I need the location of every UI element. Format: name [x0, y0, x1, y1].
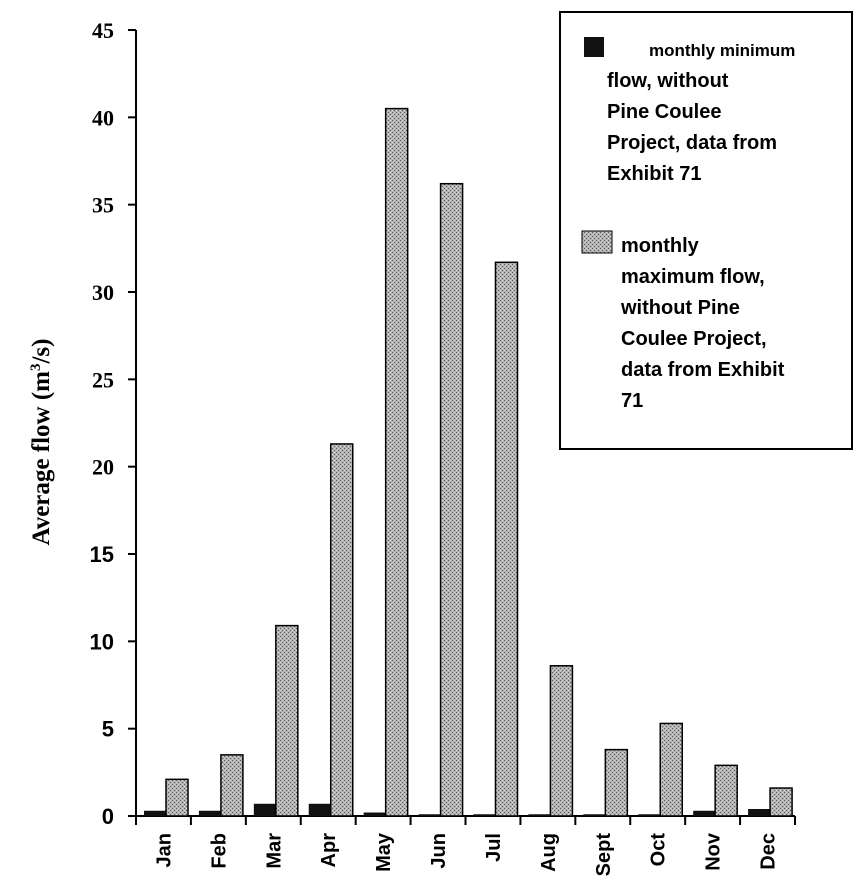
bar-minimum-feb — [198, 810, 221, 816]
y-tick-label: 15 — [90, 542, 114, 567]
bar-minimum-jun — [418, 814, 441, 816]
bar-maximum-aug — [549, 665, 574, 817]
bar-minimum-aug — [528, 814, 551, 816]
legend-label-maximum: monthly maximum flow, without Pine Coulee P… — [620, 235, 785, 412]
legend-line: Pine Coulee — [607, 101, 721, 123]
y-tick-label: 35 — [92, 193, 114, 218]
legend-line: data from Exhibit — [621, 359, 785, 381]
x-tick-label-jan: Jan — [153, 833, 175, 867]
bar-minimum-may — [363, 812, 386, 816]
bar-minimum-nov — [693, 810, 716, 816]
y-ticks: 0 5 10 15 20 25 30 35 40 45 — [90, 18, 136, 829]
legend-line: 71 — [621, 390, 643, 412]
bar-maximum-feb — [220, 754, 244, 817]
legend-line: monthly — [621, 235, 700, 257]
y-tick-label: 45 — [92, 18, 114, 43]
bar-maximum-nov — [714, 764, 738, 817]
legend: monthly minimum flow, without Pine Coulee P… — [559, 11, 853, 450]
x-tick-label-jul: Jul — [483, 833, 505, 862]
y-tick-label: 40 — [92, 105, 114, 130]
bar-minimum-sept — [583, 814, 606, 816]
x-tick-label-oct: Oct — [648, 833, 670, 867]
y-axis-label: Average flow (m3/s) — [28, 339, 55, 546]
bar-maximum-mar — [275, 624, 299, 817]
bars — [144, 107, 793, 817]
x-tick-label-feb: Feb — [208, 833, 230, 869]
y-axis-label-superscript: 3 — [28, 364, 44, 372]
x-ticks — [135, 816, 796, 825]
bar-maximum-jul — [494, 261, 519, 817]
legend-line: Exhibit 71 — [607, 163, 701, 185]
legend-line: without Pine — [620, 297, 740, 319]
y-tick-label: 0 — [102, 804, 114, 829]
x-tick-labels: Jan Feb Mar Apr May Jun Jul Aug Sept Oct Nov Dec — [153, 832, 779, 876]
x-tick-label-may: May — [373, 832, 395, 872]
bar-minimum-dec — [748, 809, 771, 816]
y-tick-label: 10 — [90, 629, 114, 654]
y-axis-label-unit: /s) — [28, 339, 55, 365]
x-tick-label-nov: Nov — [703, 832, 725, 871]
bar-minimum-apr — [308, 803, 331, 816]
legend-line: monthly minimum — [649, 41, 795, 60]
x-tick-label-mar: Mar — [263, 833, 285, 869]
bar-minimum-oct — [638, 814, 661, 816]
bar-maximum-jan — [165, 778, 189, 817]
bar-minimum-mar — [253, 803, 276, 816]
x-tick-label-jun: Jun — [428, 833, 450, 869]
legend-line: Project, data from — [607, 132, 777, 154]
legend-swatch-maximum — [581, 230, 613, 254]
bar-minimum-jul — [473, 814, 496, 816]
x-tick-label-dec: Dec — [758, 833, 780, 870]
legend-line: Coulee Project, — [621, 328, 767, 350]
y-tick-label: 20 — [92, 455, 114, 480]
bar-maximum-sept — [604, 748, 629, 817]
bar-minimum-jan — [144, 810, 166, 816]
legend-swatch-minimum — [584, 37, 604, 57]
y-tick-label: 25 — [92, 367, 114, 392]
y-tick-label: 30 — [92, 280, 114, 305]
bar-maximum-may — [384, 107, 409, 817]
legend-line: maximum flow, — [621, 266, 765, 288]
bar-maximum-oct — [659, 722, 683, 817]
legend-line: flow, without — [607, 70, 729, 92]
y-axis-label-main: Average flow (m — [28, 371, 55, 546]
legend-label-minimum: monthly minimum flow, without Pine Coulee P… — [607, 41, 795, 185]
bar-maximum-apr — [330, 443, 354, 817]
x-tick-label-sept: Sept — [593, 833, 615, 877]
x-tick-label-apr: Apr — [318, 833, 340, 868]
y-tick-label: 5 — [102, 717, 114, 742]
bar-maximum-jun — [439, 182, 464, 817]
x-tick-label-aug: Aug — [538, 833, 560, 872]
bar-maximum-dec — [769, 787, 793, 817]
